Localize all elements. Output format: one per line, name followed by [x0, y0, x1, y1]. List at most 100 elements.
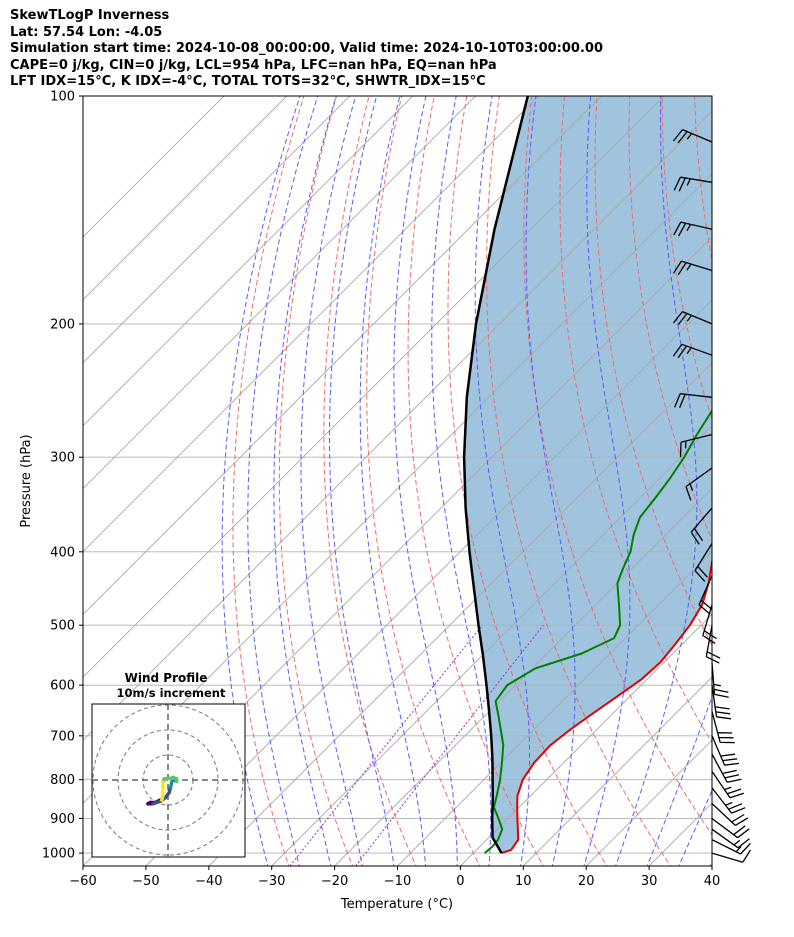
- wind-barb: [702, 604, 717, 644]
- isotherm-line: [145, 299, 712, 866]
- y-tick-label: 100: [50, 90, 75, 105]
- indices-line: LFT IDX=15°C, K IDX=-4°C, TOTAL TOTS=32°…: [10, 74, 486, 89]
- isotherm-line: [83, 96, 351, 364]
- wind-barb: [698, 575, 713, 615]
- moist-adiabat: [300, 96, 363, 866]
- dry-adiabat: [727, 96, 794, 869]
- wind-barb: [711, 828, 750, 849]
- chart-title: SkewTLogP Inverness: [10, 8, 170, 23]
- wind-barb: [711, 711, 735, 744]
- isotherm-line: [83, 96, 288, 301]
- x-tick-label: −20: [321, 874, 348, 889]
- x-tick-label: −30: [258, 874, 285, 889]
- wind-barb: [711, 753, 742, 783]
- isotherm-line: [396, 550, 712, 866]
- wind-barb: [679, 433, 713, 457]
- moist-adiabat: [583, 96, 631, 866]
- dry-adiabat: [278, 96, 354, 866]
- moist-adiabat: [525, 96, 576, 866]
- wind-barb: [672, 260, 713, 276]
- moist-adiabat: [273, 96, 337, 866]
- dry-adiabat: [559, 96, 712, 744]
- dry-adiabat: [760, 96, 794, 869]
- wind-barb: [672, 129, 713, 144]
- y-tick-label: 300: [50, 451, 75, 466]
- y-axis-label: Pressure (hPa): [19, 434, 34, 527]
- moist-adiabat: [709, 861, 712, 866]
- moist-adiabat: [474, 96, 530, 866]
- y-tick-label: 700: [50, 729, 75, 744]
- x-tick-label: 30: [641, 874, 658, 889]
- moist-adiabat: [329, 96, 395, 866]
- wind-barb: [711, 662, 729, 698]
- wind-barb: [711, 685, 732, 720]
- isotherm-line: [459, 613, 712, 866]
- x-tick-label: 10: [515, 874, 532, 889]
- isotherm-line: [83, 110, 712, 741]
- wind-barb: [711, 771, 745, 799]
- isotherm-line: [83, 96, 539, 553]
- y-tick-label: 200: [50, 317, 75, 332]
- x-tick-label: −40: [195, 874, 222, 889]
- wind-barb: [705, 625, 721, 664]
- moist-adiabat: [678, 789, 712, 866]
- location-line: Lat: 57.54 Lon: -4.05: [10, 24, 163, 40]
- y-tick-label: 900: [50, 812, 75, 827]
- params-line: CAPE=0 j/kg, CIN=0 j/kg, LCL=954 hPa, LF…: [10, 57, 497, 73]
- wind-barb: [694, 543, 713, 582]
- mixing-ratio-line: [289, 624, 483, 866]
- y-tick-label: 600: [50, 679, 75, 694]
- y-tick-label: 500: [50, 619, 75, 634]
- inset-title: Wind Profile: [125, 671, 208, 685]
- wind-barb: [711, 839, 751, 855]
- x-tick-label: 40: [704, 874, 721, 889]
- wind-barb: [672, 311, 713, 326]
- dry-adiabat: [485, 96, 672, 866]
- wind-barb: [711, 803, 749, 826]
- x-tick-label: 0: [456, 874, 464, 889]
- wind-barb: [685, 467, 713, 501]
- moist-adiabat: [646, 695, 712, 866]
- y-tick-label: 800: [50, 773, 75, 788]
- wind-barb: [711, 735, 740, 766]
- cape-cin-shading: [464, 96, 712, 854]
- y-tick-label: 400: [50, 545, 75, 560]
- x-tick-label: −60: [69, 874, 96, 889]
- isotherm-line: [83, 96, 665, 678]
- time-line: Simulation start time: 2024-10-08_00:00:…: [10, 41, 603, 56]
- isotherm-line: [83, 96, 225, 238]
- isotherm-line: [83, 96, 602, 616]
- dry-adiabat: [447, 96, 608, 866]
- moist-adiabat: [359, 96, 427, 866]
- wind-profile-inset: Wind Profile 10m/s increment: [91, 671, 246, 858]
- mixing-ratio-line: [354, 624, 544, 866]
- wind-barb: [673, 221, 713, 237]
- moist-adiabat: [615, 96, 698, 866]
- moist-adiabat: [431, 96, 492, 866]
- wind-barb: [673, 176, 713, 192]
- wind-barb: [711, 849, 752, 863]
- isotherm-line: [208, 362, 712, 866]
- moist-adiabat: [393, 96, 458, 866]
- parcel-line: [462, 96, 530, 854]
- isotherm-line: [83, 96, 476, 490]
- isotherm-line: [585, 739, 712, 866]
- isotherm-line: [83, 96, 414, 427]
- chart-header: SkewTLogP Inverness Lat: 57.54 Lon: -4.0…: [10, 8, 790, 91]
- dry-adiabat: [323, 96, 417, 866]
- x-tick-label: −50: [132, 874, 159, 889]
- x-axis-label: Temperature (°C): [340, 897, 453, 912]
- hodograph-segment: [160, 795, 165, 802]
- plot-area: [83, 96, 794, 869]
- moist-adiabat: [221, 96, 301, 866]
- dry-adiabat: [232, 96, 305, 866]
- temperature-line: [501, 558, 712, 855]
- dewpoint-line: [483, 408, 712, 854]
- inset-subtitle: 10m/s increment: [117, 686, 226, 700]
- x-tick-label: 20: [578, 874, 595, 889]
- dry-adiabat: [661, 96, 712, 421]
- isotherm-line: [271, 425, 712, 866]
- wind-barb: [711, 817, 750, 839]
- wind-barb: [711, 787, 746, 814]
